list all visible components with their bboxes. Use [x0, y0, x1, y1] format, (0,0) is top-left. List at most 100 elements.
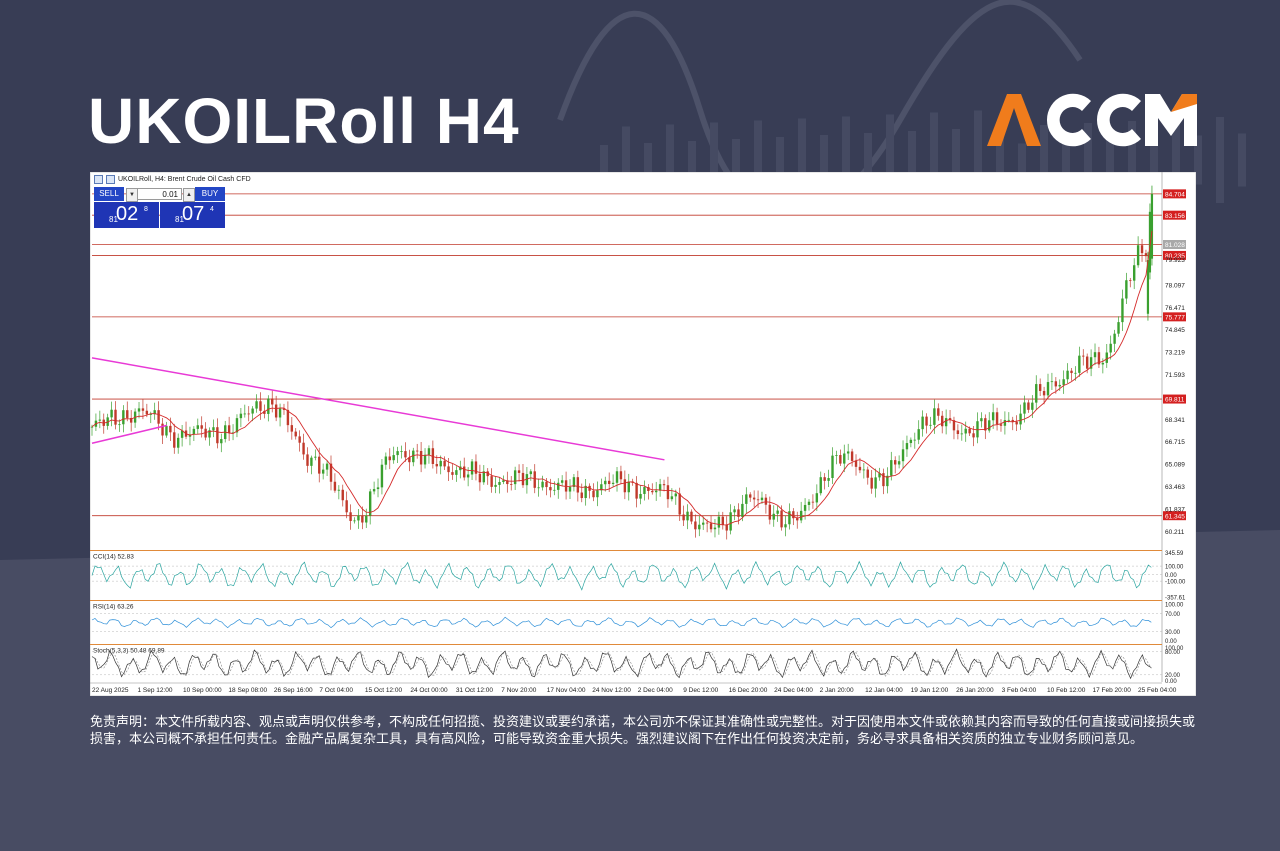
- lot-increase-icon[interactable]: ▲: [183, 188, 195, 202]
- candle-body: [905, 443, 909, 450]
- candle-body: [580, 492, 583, 499]
- candle-body: [498, 482, 501, 485]
- candle-body: [823, 477, 826, 481]
- bg-candle: [1238, 133, 1246, 187]
- candle-body: [964, 428, 967, 434]
- x-tick-label: 18 Sep 08:00: [228, 687, 267, 694]
- candle-body: [463, 466, 466, 478]
- candle-body: [921, 416, 924, 430]
- candle-body: [764, 497, 768, 505]
- indicator-level-label: 345.59: [1165, 551, 1184, 557]
- candle-body: [956, 430, 960, 435]
- page-title: UKOILRoll H4: [88, 85, 520, 157]
- candle-body: [776, 510, 779, 514]
- candle-body: [592, 490, 595, 498]
- candle-body: [310, 457, 313, 466]
- candle-body: [439, 460, 442, 467]
- candle-body: [227, 425, 231, 433]
- sell-quote[interactable]: 81 02 8: [94, 202, 159, 228]
- bg-candle: [930, 112, 938, 208]
- candle-body: [1136, 245, 1140, 266]
- candle-body: [639, 493, 642, 499]
- level-lines: 84.704 83.156 81.028 80.235 75.777 69.811 61.3…: [92, 189, 1186, 520]
- candle-body: [666, 485, 670, 500]
- buy-quote[interactable]: 81 07 4: [160, 202, 225, 228]
- candle-body: [517, 470, 521, 473]
- chart-menu-icon[interactable]: [94, 175, 103, 184]
- x-tick-label: 2 Jan 20:00: [820, 687, 854, 694]
- bg-candle: [996, 127, 1004, 193]
- x-tick-label: 26 Sep 16:00: [274, 687, 313, 694]
- candle-body: [388, 456, 391, 461]
- x-tick-label: 31 Oct 12:00: [456, 687, 494, 694]
- level-tag: [1163, 394, 1186, 404]
- accm-logo: [987, 93, 1197, 147]
- level-tag: [1163, 210, 1186, 220]
- indicator-pane: RSI(14) 63.26 100.00 70.00 30.00 0.00: [90, 600, 1184, 645]
- candle-body: [866, 469, 869, 478]
- candle-body: [643, 487, 646, 494]
- level-tag-label: 84.704: [1165, 192, 1185, 199]
- candle-body: [1117, 322, 1120, 334]
- x-tick-label: 26 Jan 20:00: [956, 687, 994, 694]
- buy-price-sup: 4: [210, 206, 214, 213]
- candle-body: [153, 410, 156, 415]
- candle-body: [607, 480, 611, 484]
- candle-body: [372, 489, 376, 492]
- level-tag-label: 75.777: [1165, 315, 1185, 322]
- candle-body: [204, 428, 207, 438]
- sell-price-big: 02: [116, 203, 139, 225]
- candle-body: [419, 451, 423, 465]
- bg-candle: [1062, 141, 1070, 179]
- candle-body: [251, 408, 254, 414]
- candle-body: [478, 473, 482, 483]
- indicator-line: [91, 560, 1152, 591]
- candle-body: [662, 484, 666, 486]
- candle-body: [247, 413, 250, 415]
- chart-panel[interactable]: 84.704 83.156 81.028 80.235 75.777 69.811 61.3…: [90, 172, 1196, 696]
- chart-close-icon[interactable]: [106, 175, 115, 184]
- candle-body: [161, 423, 164, 436]
- candle-body: [600, 484, 603, 491]
- one-click-trading-panel: SELL ▼ 0.01 ▲ BUY 81 02 8 81 07 4: [94, 187, 225, 228]
- x-tick-label: 1 Sep 12:00: [137, 687, 172, 694]
- candle-body: [302, 442, 305, 455]
- candle-body: [1054, 381, 1058, 387]
- candle-body: [604, 480, 607, 485]
- candle-body: [400, 451, 403, 452]
- candle-body: [1066, 370, 1069, 380]
- candle-body: [897, 461, 901, 465]
- candle-body: [1038, 384, 1042, 391]
- candle-body: [1148, 211, 1152, 273]
- buy-button[interactable]: BUY: [195, 187, 225, 201]
- bg-candle: [952, 129, 960, 191]
- lot-size-input[interactable]: 0.01: [137, 188, 182, 200]
- sell-button[interactable]: SELL: [94, 187, 124, 201]
- candle-body: [560, 480, 564, 483]
- candle-body: [1042, 390, 1046, 396]
- x-tick-label: 7 Nov 20:00: [501, 687, 536, 694]
- candle-body: [890, 460, 893, 476]
- candle-body: [1132, 265, 1136, 281]
- candle-body: [412, 450, 415, 463]
- candle-body: [470, 461, 474, 475]
- x-tick-label: 22 Aug 2025: [92, 687, 129, 694]
- candle-body: [929, 424, 932, 426]
- y-tick-label: 61.837: [1165, 506, 1185, 513]
- candle-body: [545, 481, 548, 488]
- candle-body: [263, 410, 266, 414]
- candle-body: [474, 461, 478, 474]
- candle-body: [745, 494, 748, 504]
- indicator-level-label: 80.00: [1165, 650, 1181, 656]
- candle-body: [807, 501, 811, 505]
- trendline-short: [91, 424, 168, 445]
- candle-body: [212, 427, 215, 431]
- price-chart[interactable]: 84.704 83.156 81.028 80.235 75.777 69.811 61.3…: [90, 172, 1196, 696]
- candle-body: [784, 524, 787, 528]
- candle-body: [122, 410, 125, 425]
- candle-body: [145, 410, 149, 415]
- candle-body: [176, 437, 180, 448]
- chart-header: UKOILRoll, H4: Brent Crude Oil Cash CFD: [94, 175, 251, 184]
- level-tag-label: 69.811: [1165, 397, 1185, 404]
- candle-body: [925, 416, 928, 426]
